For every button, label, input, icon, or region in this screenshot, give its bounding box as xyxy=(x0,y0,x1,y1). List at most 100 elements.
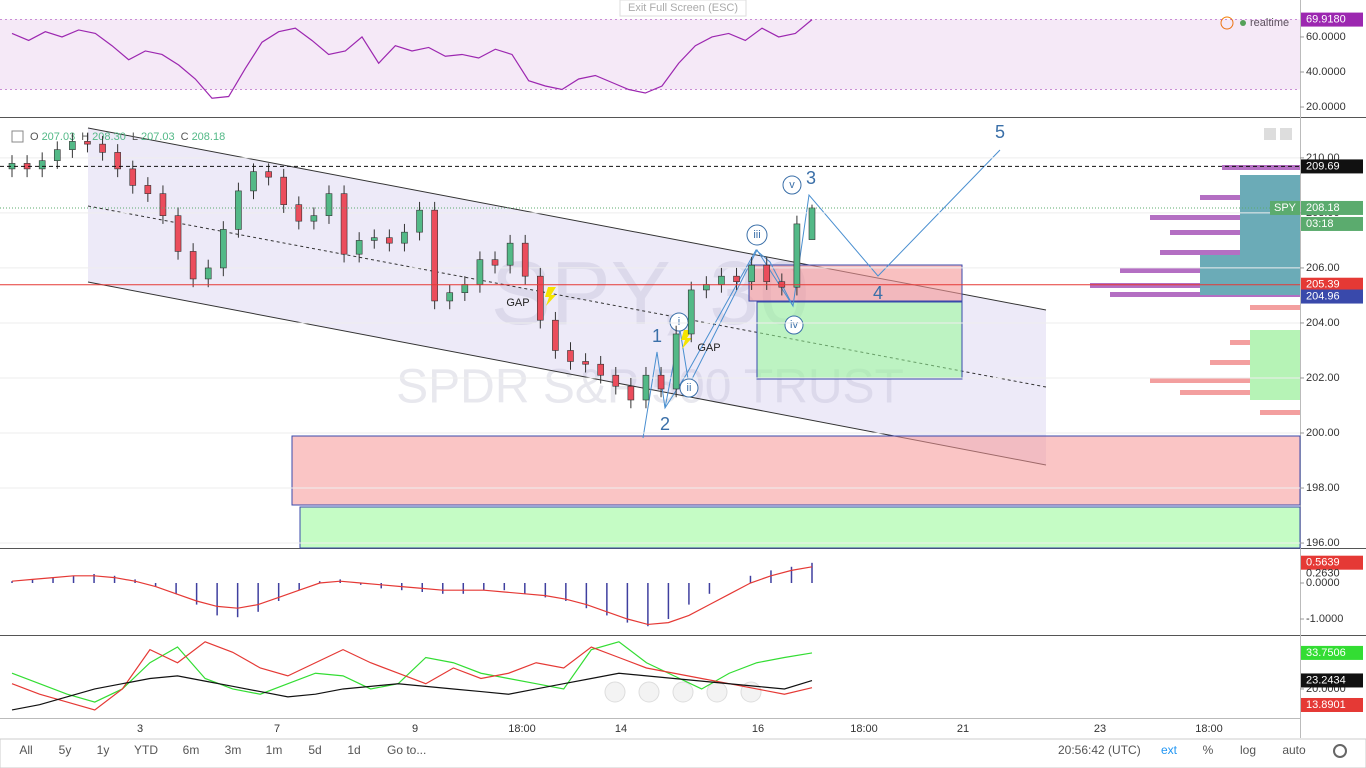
value-box xyxy=(1301,673,1363,688)
range-button[interactable]: YTD xyxy=(134,743,158,757)
candle-body xyxy=(657,374,665,390)
exit-button[interactable] xyxy=(619,0,747,17)
candle-body xyxy=(537,275,544,321)
candle-body xyxy=(295,204,303,222)
option-button[interactable]: ext xyxy=(1161,743,1178,757)
gap-icon xyxy=(545,287,556,306)
symbol-tag-label: SPY xyxy=(1274,202,1297,214)
y-tick-label: 0.0000 xyxy=(1306,577,1340,589)
subwave-label: v xyxy=(789,179,795,191)
candle-body xyxy=(189,251,197,280)
ohlc-key: O xyxy=(30,131,39,143)
value-box xyxy=(1301,289,1363,304)
candle-body xyxy=(506,242,514,266)
range-button[interactable]: 5d xyxy=(308,743,321,757)
range-button[interactable]: 1d xyxy=(347,743,360,757)
candle-body xyxy=(401,231,408,244)
candle-body xyxy=(416,209,423,233)
ohlc-value: 208.18 xyxy=(192,131,226,143)
line-series xyxy=(11,641,813,711)
status-dot xyxy=(1240,20,1246,26)
value-label: 205.39 xyxy=(1306,279,1340,291)
x-tick-label: 18:00 xyxy=(508,723,536,735)
value-box xyxy=(1301,200,1363,215)
y-tick-label: 40.0000 xyxy=(1306,66,1346,78)
line-series xyxy=(11,19,813,99)
collapse-button[interactable] xyxy=(11,130,24,143)
candle-body xyxy=(114,152,121,170)
value-label: 204.96 xyxy=(1306,290,1340,302)
value-label: 208.18 xyxy=(1306,202,1340,214)
goto-button[interactable]: Go to... xyxy=(387,743,426,757)
zone xyxy=(756,301,963,380)
value-label: 0.2630 xyxy=(1306,567,1340,579)
zoom-controls[interactable] xyxy=(604,681,762,703)
candle-body xyxy=(159,193,167,216)
zone xyxy=(299,506,1301,549)
candle-body xyxy=(521,242,529,277)
value-label: 23.2434 xyxy=(1306,674,1346,686)
panel-button[interactable] xyxy=(1280,128,1292,140)
candle-body xyxy=(355,240,363,255)
ohlc-value: 207.03 xyxy=(141,131,175,143)
toolbar xyxy=(0,738,1366,768)
candle-body xyxy=(808,207,816,240)
exit-button-label[interactable]: Exit Full Screen (ESC) xyxy=(628,2,738,14)
candle-body xyxy=(431,209,438,302)
candle-body xyxy=(220,229,227,269)
candle-body xyxy=(567,350,574,362)
zone xyxy=(291,435,1301,506)
option-button[interactable]: % xyxy=(1203,743,1214,757)
candle-body xyxy=(386,237,393,244)
candle-body xyxy=(718,275,725,285)
range-button[interactable]: 5y xyxy=(59,743,72,757)
ohlc-key: H xyxy=(81,131,89,143)
candle-body xyxy=(325,193,333,216)
range-button[interactable]: 1y xyxy=(97,743,110,757)
candle-body xyxy=(144,185,152,194)
y-tick-label: -1.0000 xyxy=(1306,613,1343,625)
candle-body xyxy=(38,160,46,170)
wave-label: 5 xyxy=(995,122,1005,142)
candle-body xyxy=(235,190,242,230)
ohlc-key: L xyxy=(132,131,138,143)
volume-profile xyxy=(1090,165,1300,415)
subwave-label: iv xyxy=(790,319,798,331)
settings-button[interactable] xyxy=(1333,744,1347,758)
gap-label: GAP xyxy=(697,342,720,354)
candle-body xyxy=(597,363,604,376)
candle-body xyxy=(84,141,91,145)
option-button[interactable]: auto xyxy=(1282,743,1306,757)
candle-body xyxy=(204,267,212,280)
candle-body xyxy=(552,319,559,351)
value-box xyxy=(1301,697,1363,712)
value-box xyxy=(1301,277,1363,292)
candle-body xyxy=(129,168,137,186)
x-tick-label: 16 xyxy=(752,723,764,735)
value-label: 13.8901 xyxy=(1306,699,1346,711)
range-button[interactable]: 3m xyxy=(225,743,242,757)
candle-body xyxy=(476,259,484,285)
x-tick-label: 7 xyxy=(274,723,280,735)
panel-button[interactable] xyxy=(1264,128,1276,140)
value-box xyxy=(1301,555,1363,570)
range-button[interactable]: 1m xyxy=(266,743,283,757)
candle-body xyxy=(748,264,755,282)
range-button[interactable]: All xyxy=(19,743,32,757)
line-series xyxy=(11,641,813,703)
option-button[interactable]: log xyxy=(1240,743,1256,757)
ohlc-key: C xyxy=(181,131,189,143)
countdown-box xyxy=(1301,216,1363,231)
value-label: 33.7506 xyxy=(1306,647,1346,659)
ohlc-value: 207.03 xyxy=(42,131,76,143)
subwave-circles xyxy=(669,175,804,398)
candle-body xyxy=(174,215,182,252)
candle-body xyxy=(733,275,740,282)
y-tick-label: 202.00 xyxy=(1306,372,1340,384)
candle-body xyxy=(53,149,61,161)
range-button[interactable]: 6m xyxy=(183,743,200,757)
wave-label: 3 xyxy=(806,168,816,188)
y-tick-label: 60.0000 xyxy=(1306,31,1346,43)
candle-body xyxy=(461,284,469,293)
